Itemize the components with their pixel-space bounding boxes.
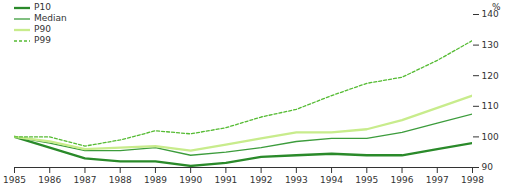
- svg-text:140: 140: [481, 9, 499, 20]
- svg-text:1993: 1993: [285, 175, 308, 185]
- svg-text:130: 130: [482, 40, 499, 50]
- svg-text:1994: 1994: [320, 175, 343, 185]
- svg-text:1992: 1992: [250, 175, 273, 185]
- svg-text:110: 110: [482, 101, 499, 111]
- html-text:P90: P90: [34, 24, 51, 34]
- svg-text:1996: 1996: [391, 175, 414, 185]
- html-text:P99: P99: [34, 35, 51, 45]
- svg-text:1998: 1998: [461, 175, 484, 185]
- svg-text:1990: 1990: [179, 175, 202, 185]
- svg-text:1991: 1991: [214, 175, 237, 185]
- svg-text:%: %: [492, 2, 501, 12]
- svg-text:1988: 1988: [109, 175, 132, 185]
- html-text:Median: Median: [34, 13, 67, 23]
- svg-text:100: 100: [482, 132, 499, 142]
- svg-text:120: 120: [482, 71, 499, 81]
- svg-text:1985: 1985: [3, 175, 26, 185]
- svg-text:1995: 1995: [355, 175, 378, 185]
- svg-text:1997: 1997: [426, 175, 449, 185]
- svg-text:1986: 1986: [38, 175, 61, 185]
- svg-text:1989: 1989: [144, 175, 167, 185]
- svg-text:90: 90: [482, 162, 494, 172]
- svg-text:1987: 1987: [74, 175, 97, 185]
- html-text:P10: P10: [34, 2, 51, 12]
